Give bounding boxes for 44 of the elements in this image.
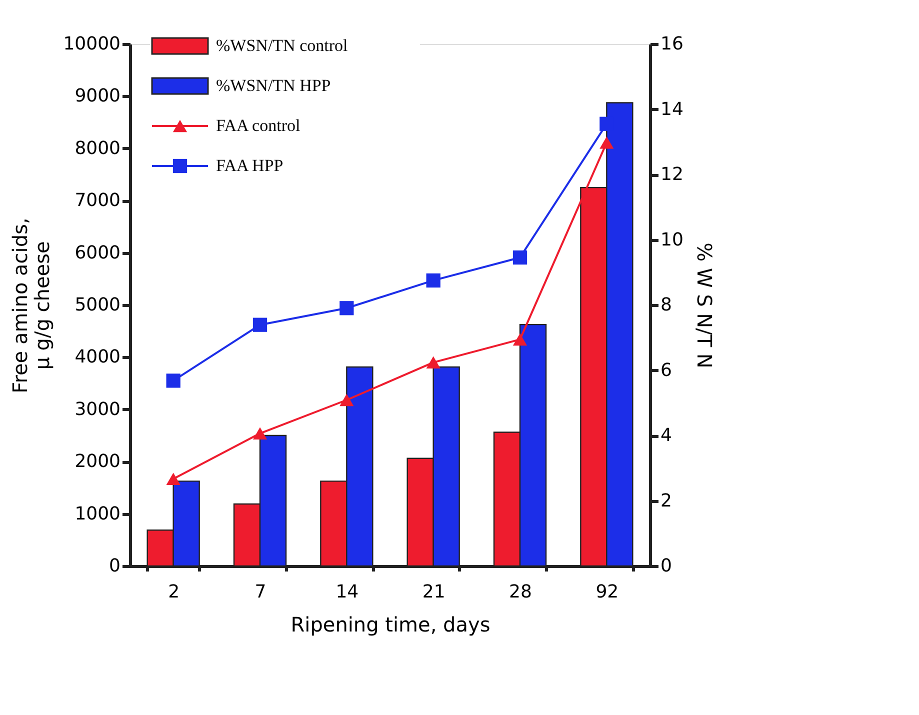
y-tick-label: 9000 [74,86,120,107]
x-tick-label: 92 [596,582,619,602]
y2-tick-label: 2 [660,490,672,512]
y-tick-label: 8000 [74,138,120,159]
y2-tick-label: 4 [660,425,672,446]
legend-label: %WSN/TN HPP [216,76,331,95]
y2-tick-label: 12 [660,164,684,185]
y2-tick-label: 0 [660,556,672,576]
x-tick-label: 21 [422,582,446,602]
y2-tick-label: 6 [660,360,672,381]
y2-tick-label: 10 [660,229,684,250]
y-tick-label: 2000 [74,451,120,472]
x-axis-title: Ripening time, days [290,612,490,636]
legend-label: FAA HPP [216,156,284,175]
y2-axis-title: % W S N/T N [692,242,716,368]
y-tick-label: 4000 [74,346,120,368]
y-tick-label: 5000 [74,294,120,316]
x-tick-label: 28 [509,582,532,602]
point [512,250,528,265]
y2-tick-label: 8 [660,294,672,316]
y-axis-title: Free amino acids, μ g/g cheese [8,218,54,394]
point [340,301,354,316]
x-tick-label: 14 [336,582,359,602]
point [426,273,440,288]
x-tick-label: 2 [168,582,180,602]
legend-label: %WSN/TN control [216,36,348,55]
x-tick-label: 7 [254,582,266,602]
point [340,394,354,406]
legend-label: FAA control [216,116,300,135]
point [426,356,440,369]
y2-tick-label: 16 [660,34,684,54]
y-tick-label: 3000 [74,398,120,420]
y-tick-label: 1000 [74,503,120,524]
y-tick-label: 10000 [63,34,120,54]
point [512,333,528,346]
y-tick-label: 7000 [74,190,120,212]
point [252,318,268,332]
point [252,427,268,440]
y2-tick-label: 14 [660,98,684,120]
y-tick-label: 0 [109,556,120,576]
y-tick-label: 6000 [74,242,120,264]
point [600,136,614,149]
point [166,472,180,485]
point [166,374,180,388]
